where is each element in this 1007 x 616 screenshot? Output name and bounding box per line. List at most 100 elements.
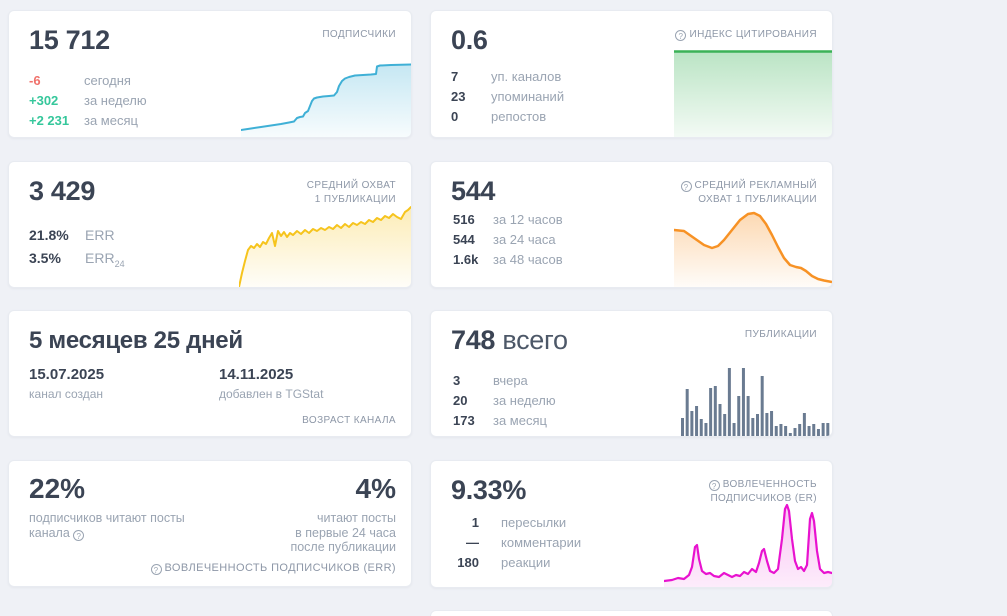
stat-label: за месяц	[493, 413, 547, 428]
stat-value: 7	[451, 69, 459, 84]
avg-reach-card[interactable]: 3 429 СРЕДНИЙ ОХВАТ 1 ПУБЛИКАЦИИ 21.8% E…	[8, 161, 412, 288]
avg-reach-sparkline-chart[interactable]	[239, 203, 411, 287]
stat-value: 180	[457, 555, 479, 570]
channel-age-value: 5 месяцев 25 дней	[29, 327, 243, 354]
stat-row: 21.8% ERR	[29, 224, 125, 247]
stat-label: репостов	[491, 109, 547, 124]
stat-value: 544	[453, 232, 475, 247]
err-right-line1: читают посты	[316, 511, 396, 525]
stat-label: реакции	[501, 555, 551, 570]
err-left-line2: канала	[29, 526, 70, 540]
help-icon[interactable]: ?	[675, 30, 687, 41]
stat-value: +302	[29, 93, 59, 108]
err-left-line1: подписчиков читают посты	[29, 511, 185, 525]
avg-reach-label-line2: 1 ПУБЛИКАЦИИ	[314, 194, 396, 205]
err-right-line2: в первые 24 часа	[295, 525, 396, 540]
subscribers-stats: -6 сегодня +302 за неделю +2 231 за меся…	[29, 71, 147, 131]
created-date-block: 15.07.2025 канал создан	[29, 366, 104, 401]
stat-value: 0	[451, 109, 459, 124]
stat-label: упоминаний	[491, 89, 565, 104]
err-card[interactable]: 22% 4% подписчиков читают посты канала ?…	[8, 460, 412, 587]
stat-row: 3.5% ERR24	[29, 247, 125, 276]
citation-index-label-text: ИНДЕКС ЦИТИРОВАНИЯ	[689, 29, 817, 40]
stat-value: +2 231	[29, 113, 70, 128]
added-date: 14.11.2025	[219, 366, 294, 383]
err24-subscript: 24	[114, 258, 125, 269]
added-date-label: добавлен в TGStat	[219, 387, 324, 401]
citation-index-card[interactable]: 0.6 ? ИНДЕКС ЦИТИРОВАНИЯ 7 уп. каналов 23…	[430, 10, 833, 138]
stat-label: за месяц	[84, 113, 138, 128]
publications-value: 748 всего	[451, 325, 568, 356]
stat-value: 173	[453, 413, 475, 428]
err-right-line3: после публикации	[290, 540, 396, 554]
citation-stats: 7 уп. каналов 23 упоминаний 0 репостов	[451, 67, 564, 127]
created-date: 15.07.2025	[29, 366, 105, 383]
avg-ad-reach-sparkline-chart[interactable]	[674, 208, 832, 287]
er-card-label: ? ВОВЛЕЧЕННОСТЬ ПОДПИСЧИКОВ (ER)	[708, 478, 817, 506]
stat-label: за 48 часов	[493, 252, 563, 267]
stat-label: за неделю	[84, 93, 147, 108]
stat-row: -6 сегодня	[29, 71, 147, 91]
stat-label: уп. каналов	[491, 69, 562, 84]
publications-total: 748	[451, 325, 496, 355]
stat-label: вчера	[493, 373, 528, 388]
avg-ad-reach-value: 544	[451, 176, 496, 206]
avg-reach-stats: 21.8% ERR 3.5% ERR24	[29, 224, 125, 276]
avg-ad-reach-card[interactable]: 544 ? СРЕДНИЙ РЕКЛАМНЫЙ ОХВАТ 1 ПУБЛИКАЦИ…	[430, 161, 833, 288]
subscribers-card[interactable]: 15 712 ПОДПИСЧИКИ -6 сегодня +302 за нед…	[8, 10, 412, 138]
avg-ad-reach-label-line2: ОХВАТ 1 ПУБЛИКАЦИИ	[698, 194, 817, 205]
help-icon[interactable]: ?	[708, 480, 720, 491]
avg-ad-reach-stats: 516 за 12 часов 544 за 24 часа 1.6k за 4…	[453, 210, 563, 270]
stat-row: 1.6k за 48 часов	[453, 250, 563, 270]
stat-label: пересылки	[501, 515, 567, 530]
subscribers-card-label: ПОДПИСЧИКИ	[322, 29, 396, 40]
stat-row: +302 за неделю	[29, 91, 147, 111]
channel-age-footer-label: ВОЗРАСТ КАНАЛА	[302, 415, 396, 426]
stat-value: 3.5%	[29, 250, 61, 266]
stat-label: ERR	[85, 227, 115, 243]
stat-row: 173 за месяц	[453, 411, 556, 431]
avg-ad-reach-card-label: ? СРЕДНИЙ РЕКЛАМНЫЙ ОХВАТ 1 ПУБЛИКАЦИИ	[680, 179, 818, 207]
stat-label: ERR24	[85, 250, 125, 269]
err-footer-label: ? ВОВЛЕЧЕННОСТЬ ПОДПИСЧИКОВ (ERR)	[150, 562, 396, 575]
stat-value: 1.6k	[453, 252, 479, 267]
created-date-label: канал создан	[29, 387, 104, 401]
stat-label: за 24 часа	[493, 232, 556, 247]
stat-row: 1 пересылки	[455, 513, 581, 533]
help-icon[interactable]: ?	[150, 564, 162, 575]
er-value: 9.33%	[451, 475, 527, 505]
citation-index-value: 0.6	[451, 25, 488, 55]
publications-stats: 3 вчера 20 за неделю 173 за месяц	[453, 371, 556, 431]
err-right-description: читают посты в первые 24 часа после публ…	[290, 511, 396, 555]
stat-row: 180 реакции	[455, 553, 581, 573]
stat-row: 23 упоминаний	[451, 87, 564, 107]
publications-card-label: ПУБЛИКАЦИИ	[744, 329, 817, 340]
citation-index-card-label: ? ИНДЕКС ЦИТИРОВАНИЯ	[675, 28, 817, 42]
stat-value: 3	[453, 373, 461, 388]
channel-age-card[interactable]: 5 месяцев 25 дней 15.07.2025 канал созда…	[8, 310, 412, 437]
er-label-line2: ПОДПИСЧИКОВ (ER)	[710, 493, 817, 504]
publications-bar-chart[interactable]	[681, 364, 831, 436]
stat-value: 1	[471, 515, 479, 530]
stat-row: 3 вчера	[453, 371, 556, 391]
stat-label: за 12 часов	[493, 212, 563, 227]
stat-value: —	[466, 535, 479, 550]
er-card[interactable]: 9.33% ? ВОВЛЕЧЕННОСТЬ ПОДПИСЧИКОВ (ER) 1 …	[430, 460, 833, 588]
err-right-value: 4%	[355, 473, 396, 504]
help-icon[interactable]: ?	[680, 181, 692, 192]
stat-row: 20 за неделю	[453, 391, 556, 411]
stat-row: +2 231 за месяц	[29, 111, 147, 131]
stat-row: 544 за 24 часа	[453, 230, 563, 250]
citation-index-sparkline-chart[interactable]	[674, 50, 832, 137]
stat-row: 0 репостов	[451, 107, 564, 127]
stat-label: комментарии	[501, 535, 582, 550]
stat-row: 7 уп. каналов	[451, 67, 564, 87]
stat-value: 21.8%	[29, 227, 69, 243]
publications-card[interactable]: 748 всего ПУБЛИКАЦИИ 3 вчера 20 за недел…	[430, 310, 833, 437]
subscribers-sparkline-chart[interactable]	[241, 57, 411, 137]
avg-ad-reach-label-line1: СРЕДНИЙ РЕКЛАМНЫЙ	[694, 180, 817, 191]
avg-reach-value: 3 429	[29, 176, 96, 206]
er-sparkline-chart[interactable]	[664, 499, 832, 587]
help-icon[interactable]: ?	[73, 530, 85, 541]
err-left-value: 22%	[29, 473, 86, 504]
